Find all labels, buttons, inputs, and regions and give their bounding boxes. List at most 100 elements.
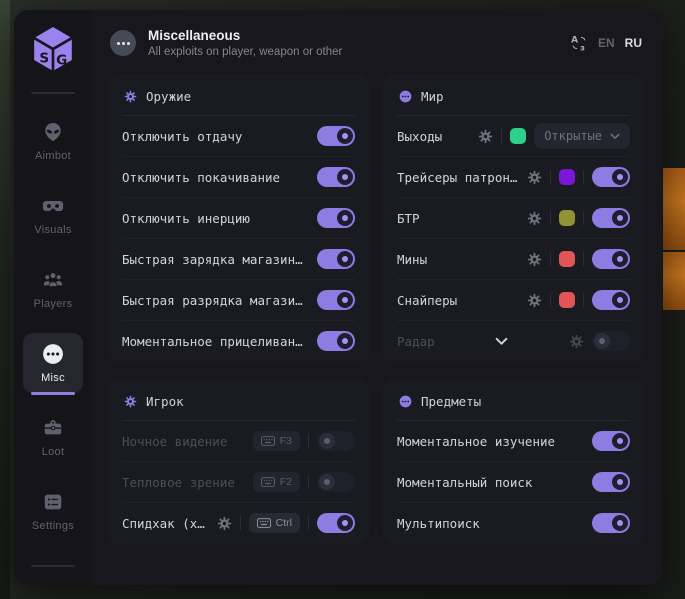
sidebar-item-label: Visuals (34, 224, 72, 236)
sidebar-item-players[interactable]: Players (23, 259, 83, 319)
gear-icon (124, 395, 137, 408)
row-no-recoil[interactable]: Отключить отдачу (122, 116, 355, 156)
row-instant-ads[interactable]: Моментальное прицеливание (122, 320, 355, 361)
panel-title: Оружие (146, 89, 192, 104)
row-night-vision[interactable]: Ночное видение F3 (122, 421, 355, 461)
page-header: Miscellaneous All exploits on player, we… (92, 10, 662, 68)
toggle-on[interactable] (317, 249, 355, 269)
toggle-on[interactable] (317, 290, 355, 310)
row-mines[interactable]: Мины (397, 238, 630, 279)
background-streak (0, 0, 10, 599)
color-swatch[interactable] (559, 210, 575, 226)
control-divider (583, 211, 584, 225)
panel-items: Предметы Моментальное изучение Моменталь… (383, 379, 644, 545)
color-swatch[interactable] (510, 128, 527, 144)
toggle-on[interactable] (592, 431, 630, 451)
row-instant-search[interactable]: Моментальный поиск (397, 461, 630, 502)
toggle-on[interactable] (317, 126, 355, 146)
gear-icon[interactable] (527, 252, 542, 267)
sidebar-item-aimbot[interactable]: Aimbot (23, 111, 83, 171)
alien-icon (42, 121, 64, 143)
toggle-on[interactable] (317, 167, 355, 187)
color-swatch[interactable] (559, 292, 575, 308)
color-swatch[interactable] (559, 251, 575, 267)
control-divider (550, 211, 551, 225)
hotkey-badge[interactable]: F3 (252, 431, 300, 451)
toggle-on[interactable] (592, 290, 630, 310)
dots-icon (399, 90, 412, 103)
row-fast-unload[interactable]: Быстрая разрядка магазинов (122, 279, 355, 320)
hotkey-label: F3 (279, 435, 292, 447)
toggle-on[interactable] (592, 472, 630, 492)
row-no-inertia[interactable]: Отключить инерцию (122, 197, 355, 238)
chevron-down-icon[interactable] (495, 337, 508, 346)
gear-icon[interactable] (478, 129, 493, 144)
gear-icon[interactable] (527, 293, 542, 308)
toggle-off[interactable] (317, 472, 355, 492)
header-texts: Miscellaneous All exploits on player, we… (148, 28, 558, 58)
gear-icon[interactable] (527, 170, 542, 185)
toggle-on[interactable] (592, 249, 630, 269)
hotkey-badge[interactable]: F2 (252, 472, 300, 492)
sidebar-item-misc[interactable]: Misc (23, 333, 83, 395)
row-fast-reload[interactable]: Быстрая зарядка магазинов (122, 238, 355, 279)
row-label: Трейсеры патронов (397, 169, 519, 185)
toggle-on[interactable] (317, 513, 355, 533)
toggle-on[interactable] (317, 331, 355, 351)
row-label: Ночное видение (122, 433, 228, 449)
gear-icon[interactable] (527, 211, 542, 226)
panel-world-header: Мир (397, 76, 630, 116)
hotkey-label: F2 (279, 476, 292, 488)
row-thermal-vision[interactable]: Тепловое зрение F2 (122, 461, 355, 502)
sidebar-divider (31, 92, 75, 94)
control-divider (583, 252, 584, 266)
panel-player: Игрок Ночное видение F3 (108, 379, 369, 545)
control-divider (550, 170, 551, 184)
page-subtitle: All exploits on player, weapon or other (148, 46, 343, 58)
sidebar-item-settings[interactable]: Settings (23, 481, 83, 541)
ellipsis-icon (42, 343, 64, 365)
left-column: Оружие Отключить отдачу Отключить покачи… (108, 74, 369, 573)
row-label: Радар (397, 333, 435, 349)
control-divider (550, 252, 551, 266)
toggle-on[interactable] (592, 167, 630, 187)
row-label: Моментальное изучение (397, 433, 556, 449)
background-game-hud (663, 168, 685, 250)
control-divider (501, 129, 503, 143)
row-multi-search[interactable]: Мультипоиск (397, 502, 630, 543)
sidebar-item-visuals[interactable]: Visuals (23, 185, 83, 245)
keyboard-icon (261, 436, 275, 446)
row-instant-examine[interactable]: Моментальное изучение (397, 421, 630, 461)
row-bullet-tracers[interactable]: Трейсеры патронов (397, 156, 630, 197)
background-game-hud (663, 252, 685, 310)
row-btr[interactable]: БТР (397, 197, 630, 238)
row-radar[interactable]: Радар (397, 320, 630, 361)
list-icon (42, 491, 64, 513)
sidebar-item-loot[interactable]: Loot (23, 407, 83, 467)
visor-icon (42, 195, 64, 217)
exits-dropdown[interactable]: Открытые (534, 123, 630, 149)
lang-en-button[interactable]: EN (597, 36, 615, 50)
toggle-on[interactable] (592, 208, 630, 228)
panel-weapon-header: Оружие (122, 76, 355, 116)
row-speedhack[interactable]: Спидхак (x1.8) Ctrl (122, 502, 355, 543)
control-divider (239, 516, 241, 530)
toggle-on[interactable] (317, 208, 355, 228)
row-exits[interactable]: Выходы Открытые (397, 116, 630, 156)
dots-icon (399, 395, 412, 408)
gear-icon[interactable] (217, 516, 232, 531)
gear-icon[interactable] (569, 334, 584, 349)
toggle-on[interactable] (592, 513, 630, 533)
control-divider (583, 293, 584, 307)
toggle-off[interactable] (317, 431, 355, 451)
toggle-off[interactable] (592, 331, 630, 351)
row-snipers[interactable]: Снайперы (397, 279, 630, 320)
section-ellipsis-icon (110, 30, 136, 56)
hotkey-badge[interactable]: Ctrl (248, 513, 300, 533)
panel-title: Мир (421, 89, 444, 104)
translate-icon (570, 34, 588, 52)
lang-ru-button[interactable]: RU (624, 36, 642, 50)
row-label: Быстрая зарядка магазинов (122, 251, 309, 267)
color-swatch[interactable] (559, 169, 575, 185)
row-no-sway[interactable]: Отключить покачивание (122, 156, 355, 197)
